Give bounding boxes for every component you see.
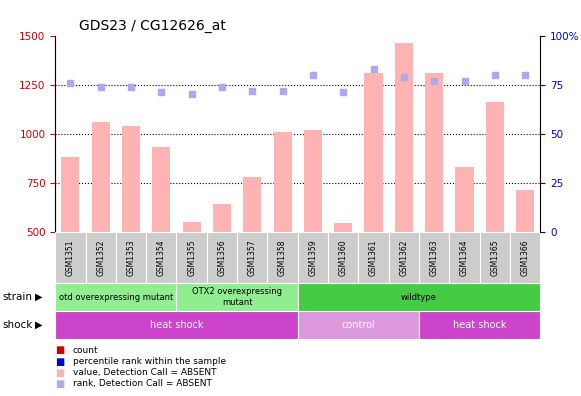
Bar bbox=[486, 102, 504, 232]
Text: GSM1362: GSM1362 bbox=[399, 239, 408, 276]
Text: GSM1355: GSM1355 bbox=[187, 239, 196, 276]
Text: percentile rank within the sample: percentile rank within the sample bbox=[73, 357, 226, 366]
Text: GSM1358: GSM1358 bbox=[278, 239, 287, 276]
Bar bbox=[274, 132, 292, 232]
Text: GSM1363: GSM1363 bbox=[430, 239, 439, 276]
Point bbox=[490, 72, 500, 78]
Bar bbox=[358, 232, 389, 283]
Bar bbox=[146, 232, 177, 283]
Text: otd overexpressing mutant: otd overexpressing mutant bbox=[59, 293, 173, 301]
Bar bbox=[449, 232, 480, 283]
Bar bbox=[297, 232, 328, 283]
Point bbox=[217, 84, 227, 90]
Text: ■: ■ bbox=[55, 367, 64, 378]
Bar bbox=[456, 167, 474, 232]
Bar bbox=[85, 232, 116, 283]
Bar bbox=[55, 232, 85, 283]
Point bbox=[369, 66, 378, 72]
Point bbox=[66, 80, 75, 86]
Text: value, Detection Call = ABSENT: value, Detection Call = ABSENT bbox=[73, 368, 216, 377]
Text: GSM1353: GSM1353 bbox=[127, 239, 135, 276]
Bar bbox=[425, 73, 443, 232]
Text: GSM1365: GSM1365 bbox=[490, 239, 499, 276]
Text: heat shock: heat shock bbox=[150, 320, 203, 330]
Bar bbox=[516, 190, 535, 232]
Text: GSM1364: GSM1364 bbox=[460, 239, 469, 276]
Bar bbox=[55, 283, 177, 311]
Point bbox=[460, 78, 469, 84]
Bar bbox=[304, 130, 322, 232]
Bar bbox=[237, 232, 267, 283]
Text: OTX2 overexpressing
mutant: OTX2 overexpressing mutant bbox=[192, 287, 282, 307]
Point bbox=[187, 91, 196, 98]
Bar bbox=[207, 232, 237, 283]
Point bbox=[278, 88, 287, 94]
Bar bbox=[419, 311, 540, 339]
Bar bbox=[213, 204, 231, 232]
Point bbox=[126, 84, 135, 90]
Text: ■: ■ bbox=[55, 345, 64, 356]
Bar bbox=[328, 232, 358, 283]
Bar bbox=[394, 44, 413, 232]
Text: GSM1357: GSM1357 bbox=[248, 239, 257, 276]
Text: ■: ■ bbox=[55, 356, 64, 367]
Text: rank, Detection Call = ABSENT: rank, Detection Call = ABSENT bbox=[73, 379, 211, 388]
Point bbox=[157, 89, 166, 96]
Bar bbox=[334, 223, 352, 232]
Text: strain: strain bbox=[3, 292, 33, 302]
Text: GSM1351: GSM1351 bbox=[66, 239, 75, 276]
Point bbox=[399, 74, 408, 80]
Bar bbox=[92, 122, 110, 232]
Text: wildtype: wildtype bbox=[401, 293, 437, 301]
Bar bbox=[510, 232, 540, 283]
Text: heat shock: heat shock bbox=[453, 320, 507, 330]
Bar bbox=[61, 157, 80, 232]
Point bbox=[248, 88, 257, 94]
Bar bbox=[419, 232, 449, 283]
Text: control: control bbox=[342, 320, 375, 330]
Bar bbox=[364, 73, 383, 232]
Bar bbox=[116, 232, 146, 283]
Bar bbox=[152, 147, 170, 232]
Text: ▶: ▶ bbox=[35, 292, 42, 302]
Bar bbox=[297, 283, 540, 311]
Text: GSM1360: GSM1360 bbox=[339, 239, 348, 276]
Bar bbox=[177, 232, 207, 283]
Text: GSM1354: GSM1354 bbox=[157, 239, 166, 276]
Bar bbox=[55, 311, 297, 339]
Bar bbox=[122, 126, 140, 232]
Bar bbox=[389, 232, 419, 283]
Text: count: count bbox=[73, 346, 98, 355]
Point bbox=[521, 72, 530, 78]
Bar bbox=[480, 232, 510, 283]
Text: GSM1366: GSM1366 bbox=[521, 239, 530, 276]
Text: shock: shock bbox=[3, 320, 33, 330]
Text: GSM1361: GSM1361 bbox=[369, 239, 378, 276]
Text: ■: ■ bbox=[55, 379, 64, 389]
Bar bbox=[182, 222, 201, 232]
Text: GSM1359: GSM1359 bbox=[309, 239, 317, 276]
Text: GDS23 / CG12626_at: GDS23 / CG12626_at bbox=[80, 19, 227, 33]
Text: GSM1352: GSM1352 bbox=[96, 239, 105, 276]
Bar bbox=[267, 232, 297, 283]
Point bbox=[429, 78, 439, 84]
Bar bbox=[243, 177, 261, 232]
Bar bbox=[297, 311, 419, 339]
Bar bbox=[177, 283, 297, 311]
Point bbox=[96, 84, 105, 90]
Point bbox=[339, 89, 348, 96]
Point bbox=[309, 72, 318, 78]
Text: ▶: ▶ bbox=[35, 320, 42, 330]
Text: GSM1356: GSM1356 bbox=[217, 239, 227, 276]
